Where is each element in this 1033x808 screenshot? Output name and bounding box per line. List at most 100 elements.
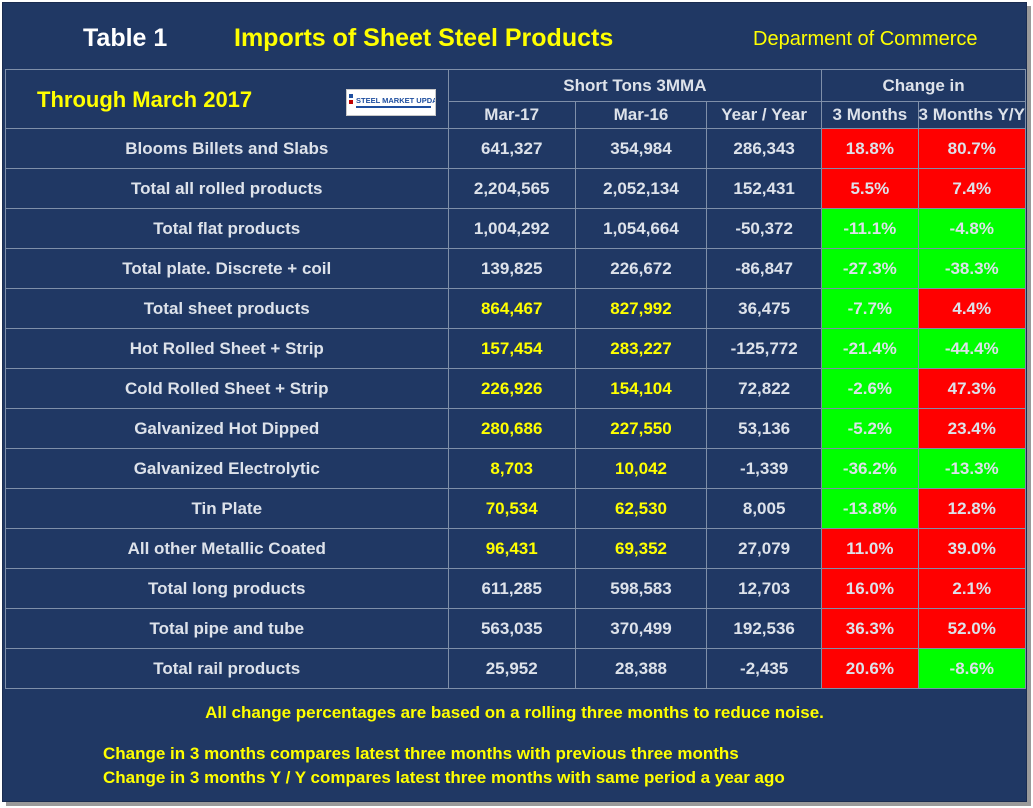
cell-3-months: 11.0% bbox=[821, 528, 919, 569]
cell-3-months: -13.8% bbox=[821, 488, 919, 529]
col-header-mar16: Mar-16 bbox=[574, 101, 708, 129]
group-header-change: Change in bbox=[821, 69, 1026, 102]
group-header-tons: Short Tons 3MMA bbox=[447, 69, 823, 102]
cell-mar16: 1,054,664 bbox=[574, 208, 708, 249]
cell-3-months: 5.5% bbox=[821, 168, 919, 209]
row-label: Total flat products bbox=[5, 208, 449, 249]
header-row-columns: Mar-17 Mar-16 Year / Year 3 Months 3 Mon… bbox=[6, 101, 1027, 129]
cell-3-months-yy: 39.0% bbox=[917, 528, 1027, 569]
imports-table: Through March 2017 STEEL MARKET UPDATE S… bbox=[5, 69, 1027, 689]
table-row: Total long products 611,285 598,583 12,7… bbox=[5, 568, 1027, 609]
cell-3-months: -21.4% bbox=[821, 328, 919, 369]
row-label: Hot Rolled Sheet + Strip bbox=[5, 328, 449, 369]
cell-mar17: 563,035 bbox=[447, 608, 576, 649]
row-label: Blooms Billets and Slabs bbox=[5, 128, 449, 169]
cell-mar17: 96,431 bbox=[447, 528, 576, 569]
logo-text: STEEL MARKET UPDATE bbox=[356, 96, 435, 105]
table-row: Blooms Billets and Slabs 641,327 354,984… bbox=[5, 128, 1027, 169]
cell-yoy: 72,822 bbox=[706, 368, 823, 409]
cell-mar16: 226,672 bbox=[574, 248, 708, 289]
cell-yoy: -86,847 bbox=[706, 248, 823, 289]
steel-market-update-logo: STEEL MARKET UPDATE bbox=[346, 89, 436, 116]
row-label: Total rail products bbox=[5, 648, 449, 689]
cell-mar17: 1,004,292 bbox=[447, 208, 576, 249]
col-header-mar17: Mar-17 bbox=[447, 101, 576, 129]
cell-3-months: -11.1% bbox=[821, 208, 919, 249]
cell-yoy: -50,372 bbox=[706, 208, 823, 249]
cell-mar16: 283,227 bbox=[574, 328, 708, 369]
cell-3-months-yy: 47.3% bbox=[917, 368, 1027, 409]
cell-3-months-yy: -38.3% bbox=[917, 248, 1027, 289]
cell-3-months-yy: -44.4% bbox=[917, 328, 1027, 369]
cell-yoy: 8,005 bbox=[706, 488, 823, 529]
row-label: Total long products bbox=[5, 568, 449, 609]
cell-yoy: 36,475 bbox=[706, 288, 823, 329]
through-date: Through March 2017 bbox=[37, 87, 253, 112]
row-label: Cold Rolled Sheet + Strip bbox=[5, 368, 449, 409]
cell-mar17: 157,454 bbox=[447, 328, 576, 369]
header-row-groups: Through March 2017 STEEL MARKET UPDATE S… bbox=[5, 69, 1026, 129]
source-label: Deparment of Commerce bbox=[753, 28, 978, 50]
cell-mar16: 370,499 bbox=[574, 608, 708, 649]
footnote-3-months: Change in 3 months compares latest three… bbox=[103, 744, 739, 763]
cell-mar16: 10,042 bbox=[574, 448, 708, 489]
cell-yoy: 286,343 bbox=[706, 128, 823, 169]
cell-3-months-yy: 4.4% bbox=[917, 288, 1027, 329]
footnote-rolling: All change percentages are based on a ro… bbox=[205, 703, 824, 722]
row-label: Tin Plate bbox=[5, 488, 449, 529]
cell-3-months-yy: 2.1% bbox=[917, 568, 1027, 609]
title-bar: Table 1 Imports of Sheet Steel Products … bbox=[3, 3, 1026, 69]
table-row: Total sheet products 864,467 827,992 36,… bbox=[5, 288, 1027, 329]
cell-yoy: 152,431 bbox=[706, 168, 823, 209]
table-row: Galvanized Electrolytic 8,703 10,042 -1,… bbox=[5, 448, 1027, 489]
cell-3-months-yy: 52.0% bbox=[917, 608, 1027, 649]
cell-3-months: -5.2% bbox=[821, 408, 919, 449]
table-row: Total pipe and tube 563,035 370,499 192,… bbox=[5, 608, 1027, 649]
cell-mar17: 70,534 bbox=[447, 488, 576, 529]
cell-3-months: 20.6% bbox=[821, 648, 919, 689]
cell-3-months-yy: 80.7% bbox=[917, 128, 1027, 169]
cell-mar16: 28,388 bbox=[574, 648, 708, 689]
footnote-3-months-yy: Change in 3 months Y / Y compares latest… bbox=[103, 768, 785, 787]
cell-mar16: 598,583 bbox=[574, 568, 708, 609]
cell-3-months: -7.7% bbox=[821, 288, 919, 329]
table-label: Table 1 bbox=[83, 24, 168, 52]
cell-mar16: 62,530 bbox=[574, 488, 708, 529]
cell-3-months: 18.8% bbox=[821, 128, 919, 169]
cell-yoy: 53,136 bbox=[706, 408, 823, 449]
cell-yoy: 12,703 bbox=[706, 568, 823, 609]
col-header-3-months-yy: 3 Months Y/Y bbox=[917, 101, 1027, 129]
cell-3-months: -27.3% bbox=[821, 248, 919, 289]
cell-3-months-yy: -8.6% bbox=[917, 648, 1027, 689]
row-label: Total all rolled products bbox=[5, 168, 449, 209]
row-label: Total pipe and tube bbox=[5, 608, 449, 649]
col-header-yoy: Year / Year bbox=[706, 101, 823, 129]
cell-mar17: 2,204,565 bbox=[447, 168, 576, 209]
cell-mar16: 2,052,134 bbox=[574, 168, 708, 209]
cell-mar16: 827,992 bbox=[574, 288, 708, 329]
table-title: Imports of Sheet Steel Products bbox=[234, 24, 614, 52]
table-row: Total plate. Discrete + coil 139,825 226… bbox=[5, 248, 1027, 289]
cell-mar17: 864,467 bbox=[447, 288, 576, 329]
cell-yoy: -125,772 bbox=[706, 328, 823, 369]
row-label: All other Metallic Coated bbox=[5, 528, 449, 569]
row-label: Total plate. Discrete + coil bbox=[5, 248, 449, 289]
table-row: Total rail products 25,952 28,388 -2,435… bbox=[5, 648, 1027, 689]
cell-mar17: 25,952 bbox=[447, 648, 576, 689]
cell-3-months: 16.0% bbox=[821, 568, 919, 609]
cell-3-months: 36.3% bbox=[821, 608, 919, 649]
table-row: Cold Rolled Sheet + Strip 226,926 154,10… bbox=[5, 368, 1027, 409]
cell-3-months: -2.6% bbox=[821, 368, 919, 409]
table-row: Total flat products 1,004,292 1,054,664 … bbox=[5, 208, 1027, 249]
cell-3-months-yy: -4.8% bbox=[917, 208, 1027, 249]
cell-3-months-yy: 23.4% bbox=[917, 408, 1027, 449]
cell-yoy: 27,079 bbox=[706, 528, 823, 569]
cell-mar16: 154,104 bbox=[574, 368, 708, 409]
cell-mar17: 8,703 bbox=[447, 448, 576, 489]
row-label: Galvanized Electrolytic bbox=[5, 448, 449, 489]
table-row: Galvanized Hot Dipped 280,686 227,550 53… bbox=[5, 408, 1027, 449]
table-row: Tin Plate 70,534 62,530 8,005 -13.8% 12.… bbox=[5, 488, 1027, 529]
cell-mar17: 139,825 bbox=[447, 248, 576, 289]
col-header-3-months: 3 Months bbox=[821, 101, 919, 129]
